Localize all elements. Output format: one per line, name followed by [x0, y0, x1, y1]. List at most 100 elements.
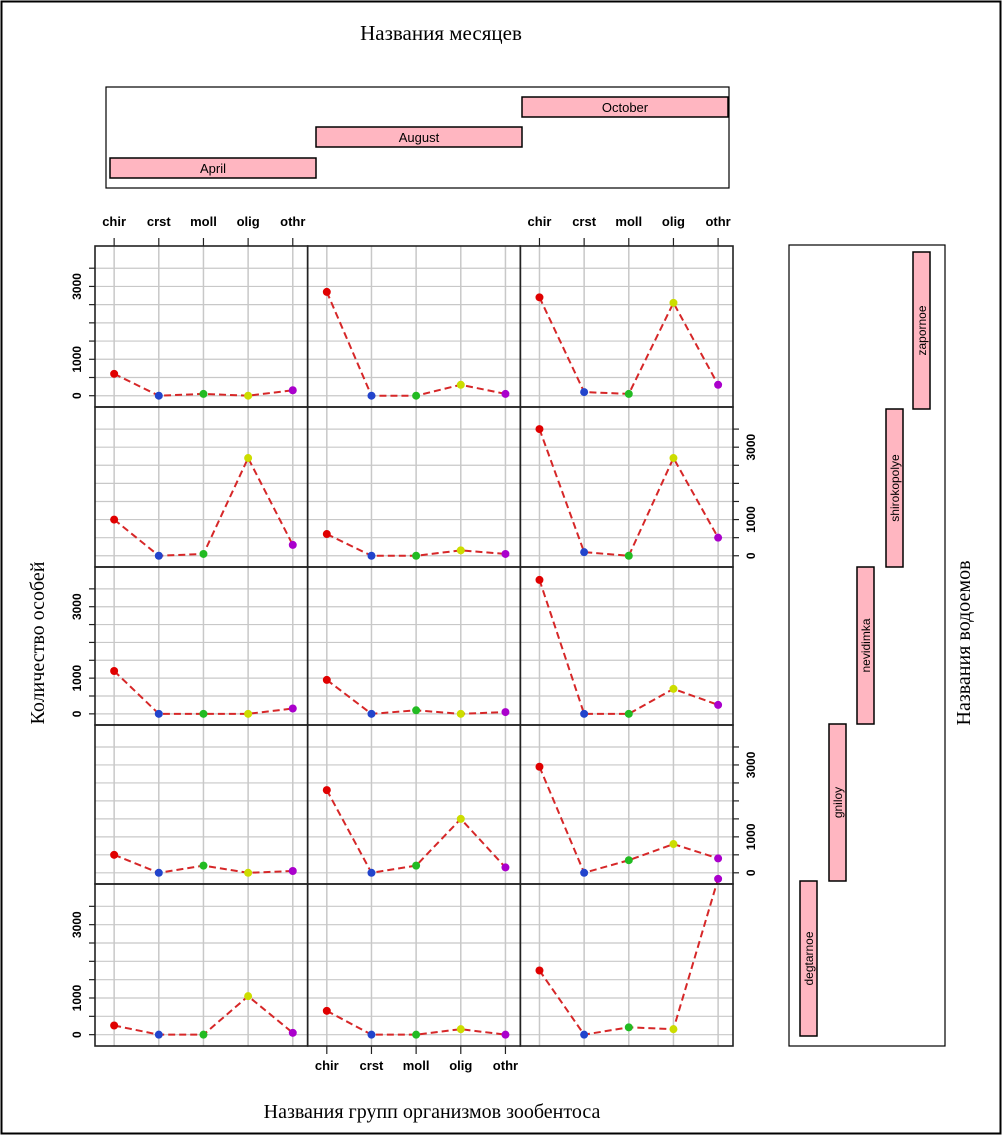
data-point-moll — [624, 551, 633, 560]
data-point-olig — [669, 840, 678, 849]
chart-axes: 0 1000 3000 0 1000 3000 0 1000 3000 0 1000 3000 0 100… — [70, 214, 758, 1073]
data-point-crst — [367, 391, 376, 400]
data-point-chir — [535, 762, 544, 771]
data-point-othr — [288, 867, 297, 876]
panel-degtarnoe-October — [520, 874, 733, 1046]
y-tick-label: 3000 — [744, 434, 758, 461]
data-point-olig — [669, 684, 678, 693]
panel-zapornoe-August — [307, 246, 521, 407]
panel-shirokopolye-August — [307, 407, 521, 567]
data-point-othr — [714, 533, 723, 542]
panel-nevidimka-October — [520, 567, 733, 725]
data-point-othr — [501, 389, 510, 398]
x-axis-label: Названия групп организмов зообентоса — [264, 1101, 601, 1123]
reservoir-strip-gniloy — [828, 723, 847, 882]
x-tick-label-chir: chir — [102, 214, 126, 229]
month-strip-April — [109, 157, 317, 179]
panel-gniloy-October — [520, 725, 733, 884]
data-point-crst — [580, 548, 589, 557]
chart-panels — [95, 246, 733, 1046]
data-point-chir — [535, 966, 544, 975]
y-tick-label: 3000 — [744, 751, 758, 778]
data-point-olig — [669, 1025, 678, 1034]
data-point-olig — [244, 868, 253, 877]
series-line — [113, 670, 293, 715]
data-point-othr — [288, 540, 297, 549]
y-tick-label: 1000 — [744, 506, 758, 533]
data-point-chir — [110, 515, 119, 524]
data-point-moll — [624, 389, 633, 398]
y-tick-label: 0 — [744, 869, 758, 876]
reservoir-strip-degtarnoe — [799, 880, 818, 1037]
data-point-chir — [110, 667, 119, 675]
x-tick-label-moll: moll — [403, 1058, 430, 1073]
series-line — [326, 1009, 506, 1036]
reservoir-legend-strips: degtarnoe gniloy nevidimka shirokopolye zapo… — [799, 251, 931, 1037]
reservoir-label-gniloy: gniloy — [831, 787, 845, 818]
y-axis-label: Количество особей — [27, 561, 49, 724]
data-point-crst — [580, 709, 589, 718]
data-point-chir — [322, 287, 331, 296]
y-tick-label: 3000 — [70, 593, 84, 620]
reservoir-strip-nevidimka — [856, 566, 875, 725]
data-point-crst — [154, 868, 163, 877]
data-point-crst — [154, 1030, 163, 1039]
data-point-olig — [244, 391, 253, 400]
data-point-olig — [456, 1025, 465, 1034]
data-point-othr — [288, 1028, 297, 1037]
data-point-olig — [456, 814, 465, 823]
data-point-olig — [244, 709, 253, 718]
y-tick-label: 0 — [70, 710, 84, 717]
data-point-olig — [244, 454, 253, 463]
reservoir-label-shirokopolye: shirokopolye — [888, 454, 902, 522]
data-point-moll — [624, 1023, 633, 1032]
data-point-chir — [535, 425, 544, 434]
y-tick-label: 3000 — [70, 273, 84, 300]
data-point-crst — [154, 391, 163, 400]
data-point-olig — [669, 454, 678, 463]
month-legend-box — [105, 86, 730, 189]
x-tick-label-crst: crst — [360, 1058, 385, 1073]
data-point-othr — [501, 1030, 510, 1039]
x-tick-label-olig: olig — [662, 214, 685, 229]
panel-gniloy-April — [95, 725, 308, 884]
x-tick-label-moll: moll — [190, 214, 217, 229]
data-point-moll — [624, 709, 633, 718]
data-point-crst — [154, 551, 163, 560]
x-tick-label-othr: othr — [493, 1058, 518, 1073]
months-title: Названия месяцев — [360, 21, 522, 45]
data-point-crst — [580, 868, 589, 877]
data-point-chir — [322, 786, 331, 795]
month-strip-August — [315, 126, 523, 148]
data-point-moll — [412, 551, 421, 560]
panel-shirokopolye-April — [95, 407, 308, 567]
month-label-August: August — [399, 130, 440, 145]
data-point-othr — [714, 854, 723, 863]
data-point-chir — [322, 675, 331, 684]
data-point-olig — [669, 298, 678, 307]
data-point-olig — [456, 709, 465, 718]
data-point-chir — [535, 575, 544, 584]
x-tick-label-olig: olig — [237, 214, 260, 229]
y-tick-label: 3000 — [70, 911, 84, 938]
data-point-olig — [244, 992, 253, 1001]
data-point-crst — [367, 709, 376, 718]
reservoir-legend-box — [788, 244, 946, 1047]
x-tick-label-moll: moll — [615, 214, 642, 229]
data-point-crst — [580, 388, 589, 397]
x-tick-label-crst: crst — [572, 214, 597, 229]
month-label-April: April — [200, 161, 226, 176]
x-tick-label-othr: othr — [705, 214, 730, 229]
data-point-chir — [110, 1021, 119, 1030]
data-point-chir — [322, 1006, 331, 1015]
x-tick-label-olig: olig — [449, 1058, 472, 1073]
y-tick-label: 1000 — [70, 664, 84, 691]
reservoir-label-zapornoe: zapornoe — [915, 305, 929, 355]
series-line — [538, 428, 719, 557]
month-legend-strips: April August October — [109, 96, 729, 179]
panel-zapornoe-April — [95, 246, 308, 407]
y-tick-label: 1000 — [744, 823, 758, 850]
data-point-moll — [412, 861, 421, 870]
series-line — [538, 579, 719, 715]
data-point-crst — [367, 551, 376, 560]
